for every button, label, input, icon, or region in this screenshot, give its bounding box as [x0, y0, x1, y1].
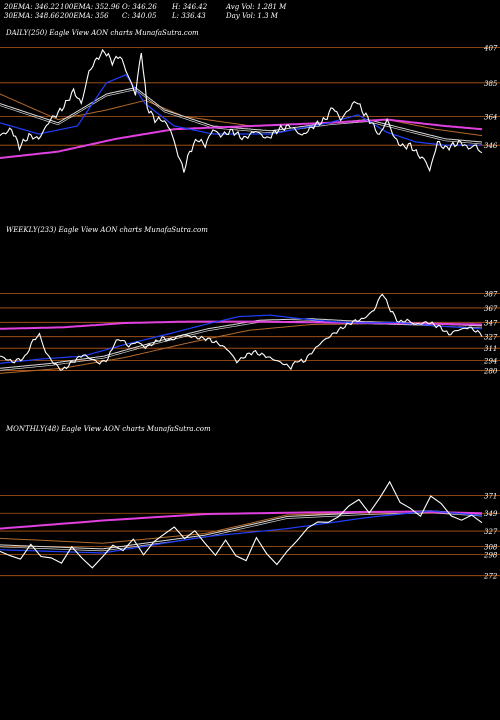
daily-ema-short-line — [0, 74, 482, 146]
header-open: O: 346.26 — [122, 3, 157, 11]
monthly-tick-label: 349 — [484, 510, 498, 518]
weekly-tick-label: 347 — [484, 319, 498, 327]
header-ema100: 100EMA: 352.96 — [60, 3, 120, 11]
monthly-price-line — [0, 480, 483, 569]
monthly-ema-short-line — [0, 510, 483, 554]
weekly-tick-label: 311 — [484, 345, 497, 353]
weekly-tick-label: 327 — [484, 334, 498, 342]
monthly-panel-title: MONTHLY(48) Eagle View AON charts Munafa… — [6, 425, 211, 433]
header-high: H: 346.42 — [172, 3, 208, 11]
monthly-tick-label: 327 — [484, 528, 498, 536]
monthly-ema-200-line — [0, 510, 483, 530]
daily-panel-title: DAILY(250) Eagle View AON charts MunafaS… — [6, 29, 199, 37]
daily-ema-mid-twin-line — [0, 89, 483, 145]
daily-ema-200-line — [0, 118, 483, 159]
daily-tick-label: 364 — [484, 113, 497, 121]
daily-price-line — [0, 48, 483, 173]
monthly-ema-mid-line — [0, 510, 483, 550]
header-close: C: 340.05 — [122, 12, 157, 20]
daily-tick-label: 407 — [483, 45, 498, 53]
monthly-tick-label: 371 — [484, 492, 497, 500]
daily-ema-mid-line — [0, 87, 483, 143]
header-ema30: 30EMA: 348.66 — [4, 12, 60, 20]
weekly-ema-short-line — [0, 314, 483, 364]
header-ema200: 200EMA: 356 — [60, 12, 109, 20]
header-low: L: 336.43 — [172, 12, 206, 20]
daily-ema-long-line — [0, 93, 483, 137]
daily-tick-label: 385 — [484, 80, 498, 88]
monthly-tick-label: 272 — [483, 573, 498, 581]
weekly-ema-mid-twin-line — [0, 320, 483, 371]
header-ema20: 20EMA: 346.22 — [4, 3, 60, 11]
weekly-panel-title: WEEKLY(233) Eagle View AON charts Munafa… — [6, 226, 208, 234]
monthly-tick-label: 298 — [483, 552, 498, 560]
weekly-tick-label: 294 — [483, 357, 497, 365]
weekly-tick-label: 367 — [484, 305, 498, 313]
daily-tick-label: 346 — [484, 142, 498, 150]
header-day-vol: Day Vol: 1.3 M — [226, 12, 278, 20]
monthly-tick-label: 308 — [484, 543, 498, 551]
weekly-price-line — [0, 293, 483, 371]
weekly-tick-label: 387 — [484, 291, 498, 299]
weekly-tick-label: 280 — [483, 367, 498, 375]
header-avg-vol: Avg Vol: 1.281 M — [226, 3, 287, 11]
monthly-ema-mid-twin-line — [0, 512, 483, 552]
